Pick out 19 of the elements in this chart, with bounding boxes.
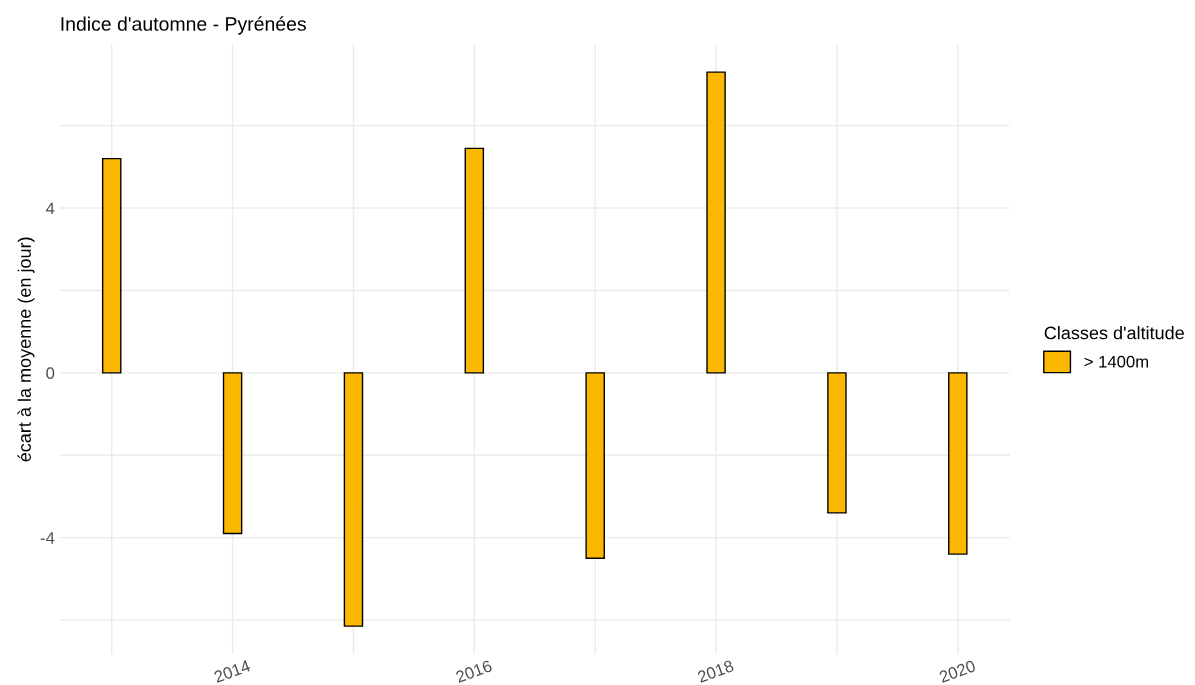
bar [222, 372, 243, 535]
x-tick-label: 2020 [938, 659, 977, 683]
x-tick-label: 2014 [213, 659, 252, 683]
bar [585, 372, 605, 559]
bar [827, 372, 847, 514]
bar [101, 157, 122, 374]
bar [948, 372, 968, 555]
y-axis-title: écart à la moyenne (en jour) [17, 237, 35, 462]
bar [706, 71, 726, 374]
y-tick-label: 0 [46, 367, 55, 380]
bar [464, 147, 485, 374]
x-tick-label: 2016 [455, 659, 493, 683]
legend-label: > 1400m [1084, 355, 1148, 368]
y-tick-label: 4 [46, 202, 55, 215]
y-tick-label: -4 [40, 532, 55, 544]
bar [343, 372, 364, 627]
legend-title: Classes d'altitude [1044, 326, 1184, 340]
x-tick-label: 2018 [696, 659, 735, 683]
chart-title: Indice d'automne - Pyrénées [61, 16, 306, 35]
